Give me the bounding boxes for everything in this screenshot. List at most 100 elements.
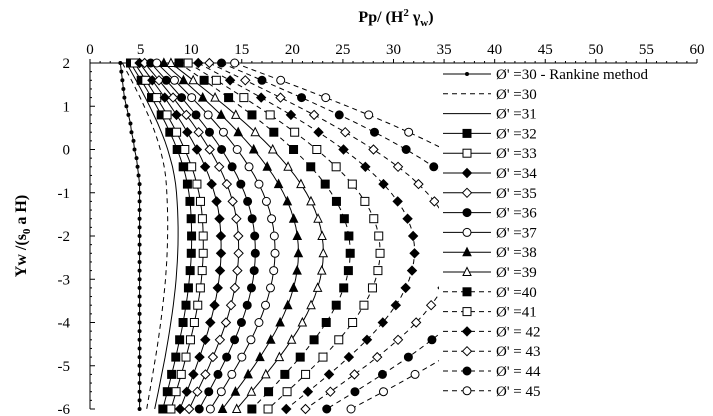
marker-triangle [246,386,257,396]
marker-square [211,75,221,85]
series-8 [146,58,260,414]
marker-diamond [206,178,217,190]
marker-diamond [461,167,473,179]
marker-diamond [214,265,226,276]
marker-circle [297,93,307,103]
marker-diamond [171,109,182,121]
marker-dot [119,69,124,74]
legend-label: Ø' =38 [496,245,537,261]
marker-dot [137,337,142,342]
marker-circle [261,300,271,310]
marker-square [263,404,273,414]
marker-diamond [214,213,225,224]
marker-dot [136,173,141,178]
marker-diamond [400,282,411,294]
marker-triangle [312,282,323,292]
marker-circle [217,58,227,68]
marker-diamond [372,351,383,363]
marker-dot [137,407,142,411]
marker-diamond [211,196,222,207]
y-tick-label: 1 [63,99,71,115]
x-tick-label: 15 [234,42,249,58]
marker-circle [429,162,439,172]
y-tick-label: 0 [63,143,71,159]
marker-square [178,162,188,172]
marker-circle [269,231,279,241]
marker-circle [205,404,215,414]
marker-dot [137,320,142,325]
marker-triangle [317,230,327,240]
marker-circle [321,93,331,103]
marker-triangle [197,91,208,102]
marker-triangle [306,195,316,206]
marker-diamond [199,161,211,173]
marker-diamond [392,161,404,173]
legend-label: Ø' =30 [496,87,537,103]
marker-dot [137,372,142,377]
marker-square [375,248,385,258]
marker-diamond [159,92,170,103]
marker-square [334,335,344,345]
series-14 [193,57,420,415]
marker-diamond [174,403,186,415]
marker-square [181,352,191,362]
marker-diamond [410,317,422,328]
marker-dot [137,234,142,238]
marker-dot [137,355,142,360]
marker-square [344,231,354,241]
marker-diamond [360,161,371,173]
marker-square [264,387,274,397]
marker-dot [137,242,142,247]
marker-dot [137,381,142,386]
marker-circle [232,145,242,154]
marker-circle [203,110,213,120]
marker-circle [227,369,237,379]
marker-triangle [273,178,284,189]
marker-circle [204,127,214,137]
marker-triangle [293,247,304,258]
marker-diamond [167,92,179,103]
marker-circle [350,387,360,397]
marker-square [224,93,234,103]
marker-square [187,162,197,172]
marker-dot [137,182,142,187]
legend-label: Ø' = 42 [496,324,541,340]
marker-square [312,145,322,154]
marker-circle [218,127,228,137]
y-tick-label: 2 [63,56,71,72]
marker-dot [137,294,142,299]
marker-diamond [300,403,311,415]
marker-diamond [392,196,403,207]
marker-diamond [325,386,336,397]
marker-square [306,162,316,172]
marker-circle [401,145,411,154]
marker-square [162,110,172,120]
marker-square [318,352,328,362]
marker-square [369,214,379,224]
marker-diamond [461,345,473,357]
marker-square [180,145,190,154]
marker-square [247,110,257,120]
marker-circle [187,93,197,103]
marker-diamond [225,299,237,311]
marker-circle [244,162,254,172]
marker-diamond [240,75,251,86]
series-7 [139,57,244,415]
marker-circle [249,266,259,276]
marker-circle [194,404,204,414]
marker-square [462,307,472,317]
marker-diamond [204,144,215,155]
marker-dot [137,259,142,264]
marker-square [183,58,193,68]
marker-square [321,318,331,327]
marker-triangle [265,334,276,344]
marker-circle [246,283,256,293]
legend-label: Ø' = 45 [496,384,541,400]
marker-square [462,287,472,297]
x-tick-label: 0 [86,42,94,58]
marker-triangle [159,57,169,67]
marker-triangle [250,126,261,137]
marker-circle [410,369,420,379]
marker-circle [322,404,332,414]
